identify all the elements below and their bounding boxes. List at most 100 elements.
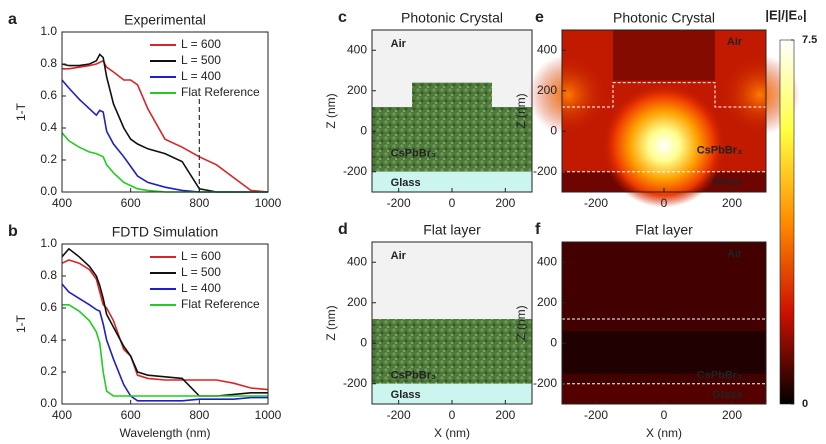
- y-tick-label: 0.8: [40, 56, 57, 70]
- y-tick-label: 0.2: [40, 152, 57, 166]
- x-tick-label: 400: [52, 196, 72, 210]
- data-line: [61, 132, 268, 193]
- legend-label: L = 400: [181, 281, 221, 295]
- region-label: Glass: [712, 176, 742, 188]
- legend-label: L = 600: [181, 37, 221, 51]
- region-label: Glass: [712, 389, 742, 401]
- y-tick-label: 200: [537, 295, 557, 309]
- colorbar: [779, 39, 795, 405]
- legend-label: L = 500: [181, 53, 221, 67]
- field-low: [613, 30, 715, 81]
- panel-title: Flat layer: [635, 222, 693, 238]
- y-tick-label: 0: [360, 123, 367, 137]
- region-label: Air: [391, 250, 407, 262]
- panel-label: f: [535, 221, 541, 238]
- field-map: [562, 242, 766, 404]
- y-tick-label: 0: [360, 335, 367, 349]
- y-axis-title: Z (nm): [324, 305, 338, 340]
- colorbar-tick-label: 0: [802, 398, 808, 410]
- data-line: [61, 247, 268, 397]
- region-label: Air: [391, 38, 407, 50]
- legend-label: L = 500: [181, 265, 221, 279]
- panel-title: Flat layer: [423, 222, 481, 238]
- legend-label: L = 600: [181, 249, 221, 263]
- y-tick-label: -200: [343, 164, 367, 178]
- y-tick-label: 0: [550, 123, 557, 137]
- y-axis-title: 1-T: [14, 102, 28, 121]
- y-tick-label: 0.4: [40, 332, 57, 346]
- y-tick-label: 0.4: [40, 120, 57, 134]
- region-label: Glass: [391, 389, 421, 401]
- y-tick-label: 0.8: [40, 268, 57, 282]
- y-tick-label: 0.0: [40, 184, 57, 198]
- y-tick-label: 200: [347, 83, 367, 97]
- x-axis-title: Wavelength (nm): [120, 426, 211, 440]
- region-label: CsPbBr₃: [391, 370, 436, 382]
- glass-region: [372, 171, 532, 192]
- y-tick-label: 200: [537, 83, 557, 97]
- field-hotspot: [602, 83, 726, 208]
- data-line: [62, 59, 269, 193]
- y-tick-label: 0.2: [40, 364, 57, 378]
- x-tick-label: 200: [495, 196, 515, 210]
- x-tick-label: 200: [722, 408, 742, 422]
- y-tick-label: 400: [537, 42, 557, 56]
- x-axis-title: X (nm): [434, 426, 470, 440]
- x-tick-label: 600: [121, 408, 141, 422]
- colorbar-tick-label: 7.5: [802, 34, 817, 46]
- x-axis-title: X (nm): [646, 426, 682, 440]
- plot-frame: [61, 243, 269, 405]
- x-tick-label: 200: [495, 408, 515, 422]
- field-side: [528, 54, 608, 135]
- x-tick-label: 400: [52, 408, 72, 422]
- y-tick-label: -200: [533, 376, 557, 390]
- perovskite-layer: [372, 82, 532, 172]
- y-tick-label: 0.6: [40, 300, 57, 314]
- x-tick-label: 800: [189, 408, 209, 422]
- x-tick-label: 0: [449, 408, 456, 422]
- y-tick-label: 0: [550, 335, 557, 349]
- panel-label: c: [338, 9, 347, 26]
- x-tick-label: 800: [189, 196, 209, 210]
- x-tick-label: 1000: [255, 408, 282, 422]
- x-tick-label: 0: [661, 408, 668, 422]
- structure-outline: [562, 82, 766, 108]
- y-tick-label: 400: [537, 254, 557, 268]
- x-tick-label: 0: [661, 196, 668, 210]
- y-axis-title: Z (nm): [324, 93, 338, 128]
- region-label: CsPbBr₃: [697, 144, 742, 156]
- y-tick-label: 0.6: [40, 88, 57, 102]
- x-tick-label: 200: [722, 196, 742, 210]
- perovskite-layer: [372, 318, 532, 384]
- x-tick-label: -200: [387, 196, 411, 210]
- glass-region: [372, 383, 532, 404]
- x-tick-label: -200: [584, 196, 608, 210]
- field-glass: [562, 383, 766, 404]
- y-tick-label: 0.0: [40, 396, 57, 410]
- x-tick-label: -200: [584, 408, 608, 422]
- region-label: CsPbBr₃: [697, 370, 742, 382]
- x-tick-label: -200: [387, 408, 411, 422]
- y-axis-title: Z (nm): [514, 305, 528, 340]
- x-tick-label: 1000: [255, 196, 282, 210]
- panel-label: a: [8, 11, 17, 28]
- y-tick-label: -200: [533, 164, 557, 178]
- y-tick-label: 400: [347, 42, 367, 56]
- panel-label: b: [8, 223, 18, 240]
- x-tick-label: 0: [449, 196, 456, 210]
- data-line: [61, 283, 268, 402]
- y-tick-label: -200: [343, 376, 367, 390]
- field-layer: [562, 331, 766, 374]
- data-line: [61, 259, 269, 391]
- region-label: Glass: [391, 177, 421, 189]
- plot-frame: [61, 31, 269, 193]
- legend-label: L = 400: [181, 69, 221, 83]
- y-axis-title: Z (nm): [514, 93, 528, 128]
- panel-label: d: [338, 221, 348, 238]
- region-label: CsPbBr₃: [391, 147, 436, 159]
- legend-label: Flat Reference: [181, 297, 260, 311]
- panel-title: FDTD Simulation: [112, 224, 219, 240]
- panel-title: Photonic Crystal: [401, 10, 503, 26]
- legend-label: Flat Reference: [181, 85, 260, 99]
